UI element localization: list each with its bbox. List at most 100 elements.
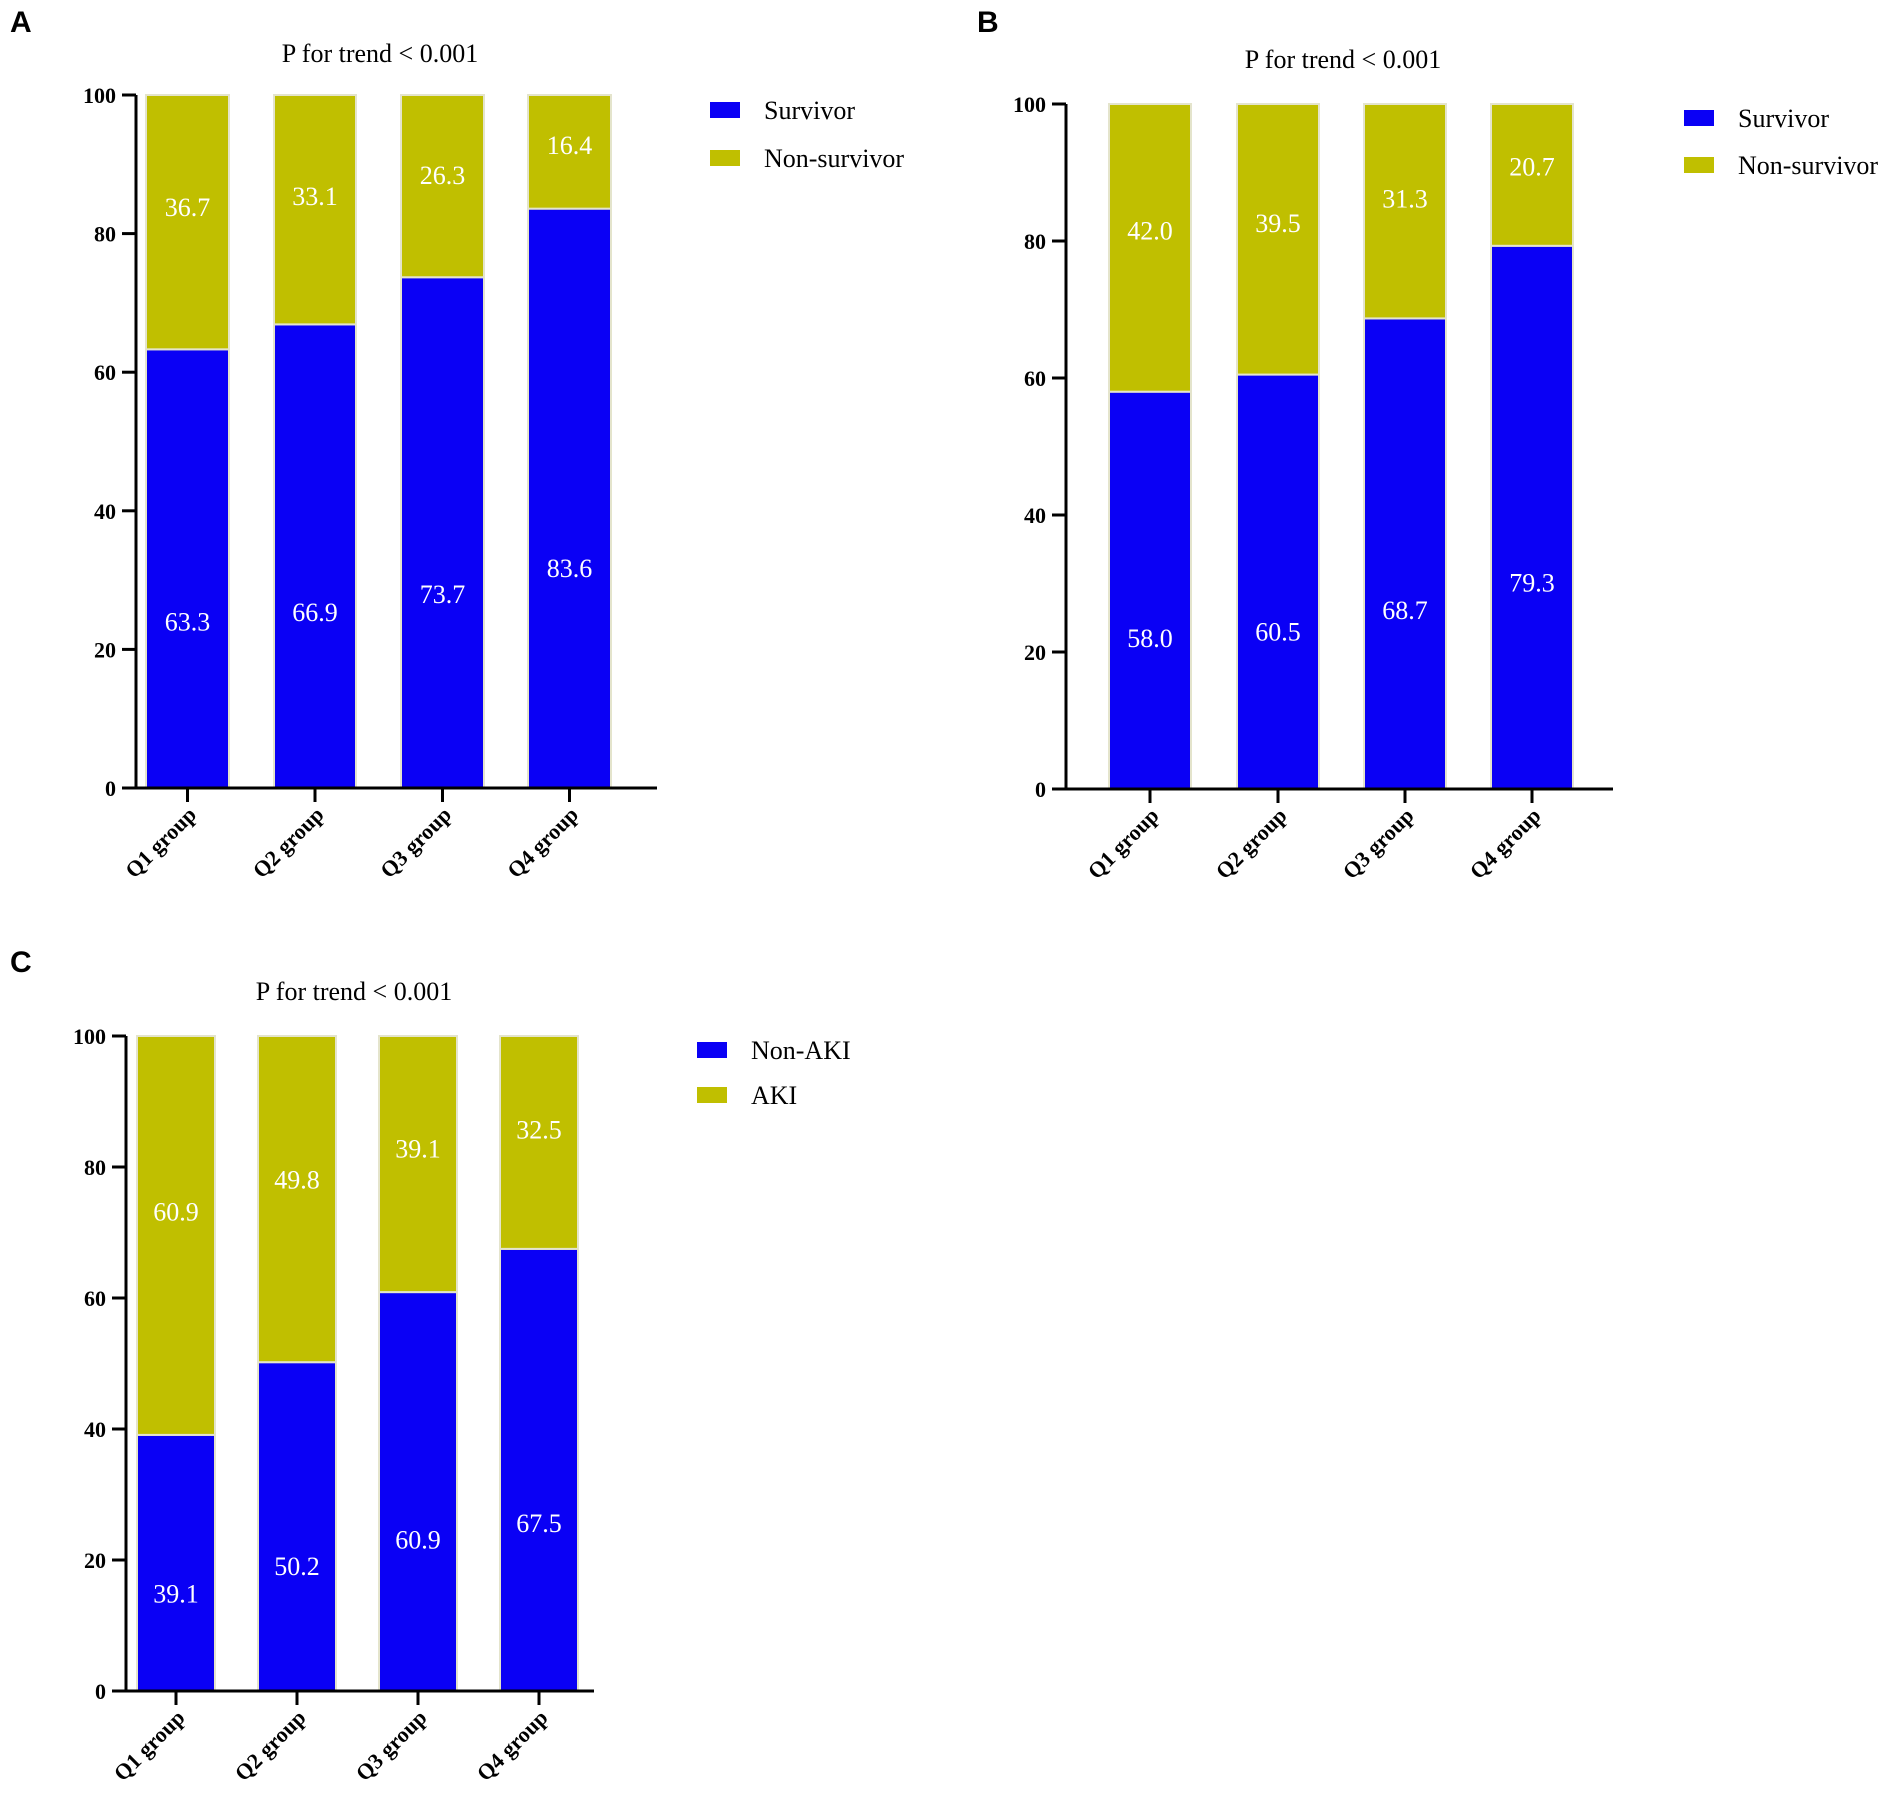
data-label: 20.7	[1509, 152, 1555, 181]
chart-title: P for trend < 0.001	[256, 977, 452, 1006]
y-tick-label: 0	[105, 776, 116, 801]
y-tick-label: 20	[84, 1548, 106, 1573]
y-tick-label: 40	[1024, 503, 1046, 528]
y-tick-label: 0	[1035, 777, 1046, 802]
data-label: 39.5	[1255, 209, 1301, 238]
y-tick-label: 80	[1024, 229, 1046, 254]
bar-non-survivor-q4-group	[527, 94, 612, 210]
data-label: 39.1	[153, 1580, 199, 1609]
bar-non-aki-q4-group	[499, 1247, 579, 1692]
x-tick-label: Q2 group	[1211, 803, 1292, 884]
x-tick-label: Q3 group	[1338, 803, 1419, 884]
bar-survivor-q3-group	[400, 276, 485, 789]
chart-panel-c: C P for trend < 0.001 39.1 60.9 50.2 49.8 60.9…	[10, 946, 851, 1786]
bar-non-survivor-q1-group	[1108, 103, 1192, 393]
bar-survivor-q1-group	[145, 348, 230, 789]
legend-swatch	[1684, 157, 1714, 173]
data-label: 36.7	[165, 193, 211, 222]
x-tick-label: Q4 group	[502, 802, 583, 883]
data-label: 32.5	[516, 1116, 562, 1145]
bar-aki-q4-group	[499, 1035, 579, 1250]
data-label: 60.9	[153, 1198, 199, 1227]
chart-panel-a: A P for trend < 0.001 63.3 36.7 66.9 33.1 73.7…	[10, 6, 904, 883]
bar-survivor-q2-group	[1236, 373, 1320, 790]
y-tick-label: 0	[95, 1679, 106, 1704]
data-label: 26.3	[420, 161, 466, 190]
y-tick-label: 100	[73, 1024, 106, 1049]
panel-letter: B	[977, 6, 999, 39]
chart-title: P for trend < 0.001	[1245, 45, 1441, 74]
legend-swatch	[1684, 110, 1714, 126]
legend-label: Survivor	[1738, 104, 1829, 133]
y-tick-label: 100	[1013, 92, 1046, 117]
data-label: 63.3	[165, 607, 211, 636]
data-label: 66.9	[292, 598, 338, 627]
y-tick-label: 40	[84, 1417, 106, 1442]
data-label: 60.9	[395, 1525, 441, 1554]
x-tick-label: Q1 group	[120, 802, 201, 883]
x-tick-label: Q1 group	[109, 1705, 190, 1786]
legend-swatch	[710, 102, 740, 118]
x-tick-label: Q2 group	[230, 1705, 311, 1786]
x-tick-label: Q1 group	[1083, 803, 1164, 884]
bar-aki-q3-group	[378, 1035, 458, 1294]
data-label: 68.7	[1382, 596, 1428, 625]
bar-non-aki-q2-group	[257, 1361, 337, 1692]
data-label: 33.1	[292, 182, 338, 211]
bar-non-survivor-q4-group	[1490, 103, 1574, 247]
data-label: 79.3	[1509, 569, 1555, 598]
legend-label: Non-survivor	[764, 144, 904, 173]
data-label: 50.2	[274, 1552, 320, 1581]
chart-panel-b: B P for trend < 0.001 58.0 42.0 60.5 39.5 68.7…	[977, 6, 1878, 884]
legend-swatch	[710, 150, 740, 166]
y-tick-label: 60	[1024, 366, 1046, 391]
bar-non-survivor-q2-group	[273, 94, 357, 326]
x-tick-label: Q4 group	[472, 1705, 553, 1786]
y-tick-label: 100	[83, 83, 116, 108]
y-tick-label: 20	[94, 637, 116, 662]
bar-non-aki-q1-group	[136, 1433, 216, 1693]
y-tick-label: 80	[94, 222, 116, 247]
bar-survivor-q4-group	[527, 207, 612, 790]
legend-label: AKI	[751, 1081, 797, 1110]
data-label: 58.0	[1127, 624, 1173, 653]
data-label: 31.3	[1382, 184, 1428, 213]
chart-title: P for trend < 0.001	[282, 39, 478, 68]
bar-non-survivor-q1-group	[145, 94, 230, 351]
data-label: 73.7	[420, 580, 466, 609]
x-tick-label: Q4 group	[1465, 803, 1546, 884]
data-label: 83.6	[547, 554, 593, 583]
bar-survivor-q1-group	[1108, 390, 1192, 790]
data-label: 49.8	[274, 1166, 320, 1195]
panel-letter: C	[10, 946, 32, 979]
x-tick-label: Q3 group	[351, 1705, 432, 1786]
y-tick-label: 60	[94, 360, 116, 385]
bar-non-aki-q3-group	[378, 1291, 458, 1692]
bar-survivor-q3-group	[1363, 317, 1447, 790]
legend-label: Non-survivor	[1738, 151, 1878, 180]
bar-non-survivor-q3-group	[400, 94, 485, 279]
y-tick-label: 40	[94, 499, 116, 524]
bar-aki-q2-group	[257, 1035, 337, 1364]
y-tick-label: 60	[84, 1286, 106, 1311]
data-label: 60.5	[1255, 618, 1301, 647]
legend-label: Survivor	[764, 96, 855, 125]
legend-swatch	[697, 1042, 727, 1058]
bar-survivor-q4-group	[1490, 244, 1574, 791]
bar-survivor-q2-group	[273, 323, 357, 789]
legend-swatch	[697, 1087, 727, 1103]
x-tick-label: Q2 group	[248, 802, 329, 883]
data-label: 39.1	[395, 1135, 441, 1164]
y-tick-label: 80	[84, 1155, 106, 1180]
bar-aki-q1-group	[136, 1035, 216, 1436]
data-label: 42.0	[1127, 217, 1173, 246]
bar-non-survivor-q3-group	[1363, 103, 1447, 320]
data-label: 67.5	[516, 1509, 562, 1538]
panel-letter: A	[10, 6, 32, 39]
data-label: 16.4	[547, 131, 593, 160]
legend-label: Non-AKI	[751, 1036, 851, 1065]
bar-non-survivor-q2-group	[1236, 103, 1320, 376]
y-tick-label: 20	[1024, 640, 1046, 665]
x-tick-label: Q3 group	[375, 802, 456, 883]
